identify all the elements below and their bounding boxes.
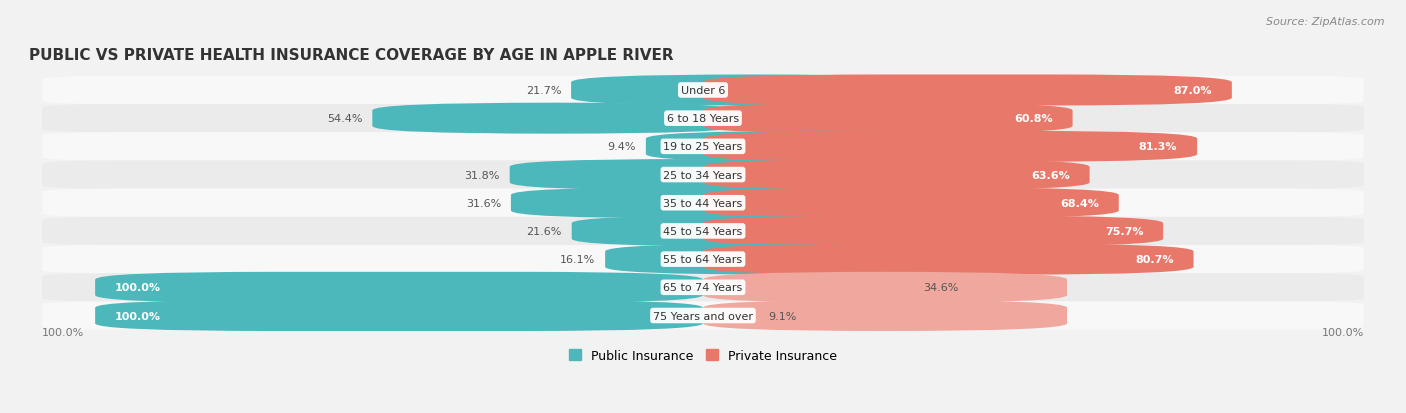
FancyBboxPatch shape [605, 244, 969, 275]
Text: 87.0%: 87.0% [1174, 86, 1212, 96]
FancyBboxPatch shape [373, 103, 737, 134]
FancyBboxPatch shape [510, 160, 873, 190]
FancyBboxPatch shape [42, 133, 1364, 161]
FancyBboxPatch shape [96, 272, 703, 303]
Text: 31.8%: 31.8% [464, 170, 499, 180]
FancyBboxPatch shape [703, 160, 1090, 190]
Text: 6 to 18 Years: 6 to 18 Years [666, 114, 740, 124]
Text: PUBLIC VS PRIVATE HEALTH INSURANCE COVERAGE BY AGE IN APPLE RIVER: PUBLIC VS PRIVATE HEALTH INSURANCE COVER… [30, 48, 673, 63]
Text: Under 6: Under 6 [681, 86, 725, 96]
Text: 68.4%: 68.4% [1060, 198, 1099, 208]
Text: 100.0%: 100.0% [115, 282, 160, 292]
FancyBboxPatch shape [572, 216, 936, 247]
Text: 75 Years and over: 75 Years and over [652, 311, 754, 321]
FancyBboxPatch shape [96, 300, 703, 331]
Text: 100.0%: 100.0% [115, 311, 160, 321]
FancyBboxPatch shape [42, 273, 1364, 301]
Text: 16.1%: 16.1% [560, 254, 595, 264]
Text: 65 to 74 Years: 65 to 74 Years [664, 282, 742, 292]
FancyBboxPatch shape [703, 131, 1197, 162]
FancyBboxPatch shape [703, 216, 1163, 247]
Text: 100.0%: 100.0% [42, 327, 84, 337]
Legend: Public Insurance, Private Insurance: Public Insurance, Private Insurance [568, 349, 838, 362]
FancyBboxPatch shape [703, 188, 1119, 219]
FancyBboxPatch shape [42, 189, 1364, 217]
Text: 9.4%: 9.4% [607, 142, 636, 152]
Text: 60.8%: 60.8% [1014, 114, 1053, 124]
FancyBboxPatch shape [42, 217, 1364, 245]
Text: 81.3%: 81.3% [1139, 142, 1177, 152]
Text: 54.4%: 54.4% [328, 114, 363, 124]
Text: 34.6%: 34.6% [924, 282, 959, 292]
FancyBboxPatch shape [42, 161, 1364, 189]
Text: 80.7%: 80.7% [1135, 254, 1174, 264]
FancyBboxPatch shape [571, 75, 935, 106]
FancyBboxPatch shape [703, 103, 1073, 134]
Text: 31.6%: 31.6% [465, 198, 501, 208]
FancyBboxPatch shape [42, 77, 1364, 105]
Text: 19 to 25 Years: 19 to 25 Years [664, 142, 742, 152]
FancyBboxPatch shape [42, 301, 1364, 330]
Text: 21.7%: 21.7% [526, 86, 561, 96]
FancyBboxPatch shape [510, 188, 875, 219]
Text: 45 to 54 Years: 45 to 54 Years [664, 226, 742, 236]
FancyBboxPatch shape [42, 105, 1364, 133]
Text: 100.0%: 100.0% [1322, 327, 1364, 337]
FancyBboxPatch shape [42, 245, 1364, 273]
FancyBboxPatch shape [645, 131, 1010, 162]
Text: 55 to 64 Years: 55 to 64 Years [664, 254, 742, 264]
FancyBboxPatch shape [703, 75, 1232, 106]
Text: 9.1%: 9.1% [768, 311, 797, 321]
Text: Source: ZipAtlas.com: Source: ZipAtlas.com [1267, 17, 1385, 26]
Text: 75.7%: 75.7% [1105, 226, 1143, 236]
Text: 35 to 44 Years: 35 to 44 Years [664, 198, 742, 208]
Text: 21.6%: 21.6% [526, 226, 562, 236]
Text: 25 to 34 Years: 25 to 34 Years [664, 170, 742, 180]
Text: 63.6%: 63.6% [1031, 170, 1070, 180]
FancyBboxPatch shape [703, 300, 1067, 331]
FancyBboxPatch shape [703, 272, 1067, 303]
FancyBboxPatch shape [703, 244, 1194, 275]
